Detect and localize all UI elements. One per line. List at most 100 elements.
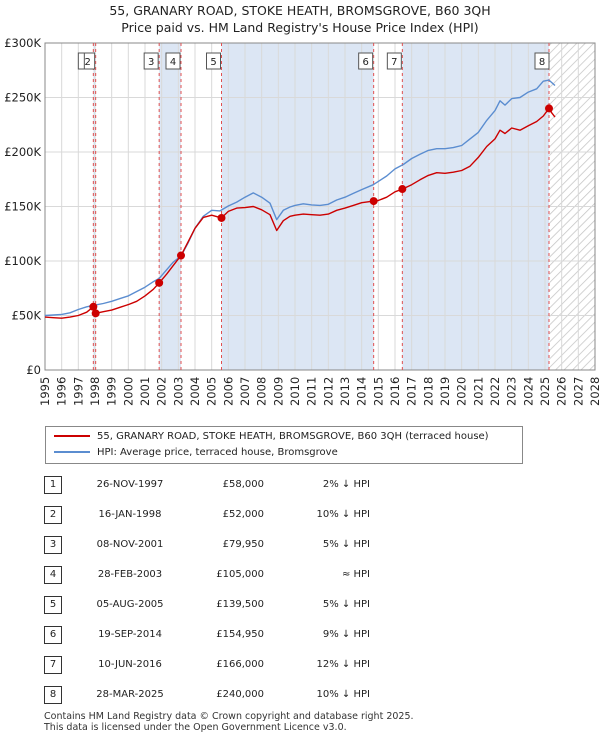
hpi-line (44, 79, 556, 317)
x-tick-label: 2025 (538, 377, 552, 406)
chart-label-box-3 (143, 52, 159, 70)
transaction-number: 5 (44, 596, 62, 614)
chart-label-6: 6 (362, 57, 368, 68)
transaction-price: £139,500 (216, 599, 264, 610)
transaction-date: 28-FEB-2003 (97, 569, 163, 580)
chart-label-box-8 (534, 52, 550, 70)
legend-item-property: 55, GRANARY ROAD, STOKE HEATH, BROMSGROV… (54, 429, 489, 445)
x-tick-label: 1996 (55, 377, 69, 406)
transaction-price: £154,950 (216, 629, 264, 640)
footer-licence: This data is licensed under the Open Gov… (44, 722, 347, 733)
chart-label-7: 7 (391, 57, 397, 68)
x-tick-label: 2011 (305, 377, 319, 406)
x-tick-label: 1999 (105, 377, 119, 406)
y-tick-label: £50K (12, 309, 42, 323)
x-tick-label: 2000 (121, 377, 135, 406)
x-tick-label: 2017 (405, 377, 419, 406)
x-tick-label: 2015 (371, 377, 385, 406)
transaction-date: 26-NOV-1997 (96, 479, 164, 490)
chart-legend: 55, GRANARY ROAD, STOKE HEATH, BROMSGROV… (45, 426, 523, 464)
x-tick-label: 2004 (188, 377, 202, 406)
legend-swatch-hpi (54, 451, 90, 453)
x-tick-label: 1995 (38, 377, 52, 406)
x-tick-label: 2012 (321, 377, 335, 406)
transaction-marker-5 (217, 213, 226, 222)
x-tick-label: 2019 (438, 377, 452, 406)
chart-label-box-6 (358, 52, 374, 70)
transaction-marker-1 (89, 302, 98, 311)
x-tick-label: 2027 (571, 377, 585, 406)
x-tick-label: 2018 (421, 377, 435, 406)
chart-label-box-4 (165, 52, 181, 70)
legend-item-hpi: HPI: Average price, terraced house, Brom… (54, 445, 338, 461)
legend-label-property: 55, GRANARY ROAD, STOKE HEATH, BROMSGROV… (97, 431, 489, 442)
y-tick-label: £200K (4, 145, 41, 159)
transaction-price: £79,950 (222, 539, 264, 550)
transaction-price: £52,000 (222, 509, 264, 520)
y-tick-label: £300K (4, 36, 41, 50)
transaction-price: £105,000 (216, 569, 264, 580)
chart-label-box-5 (206, 52, 221, 70)
x-tick-label: 2023 (505, 377, 519, 406)
transaction-hpi-diff: 10% ↓ HPI (316, 689, 370, 700)
chart-label-2: 2 (84, 57, 90, 68)
transaction-marker-2 (91, 309, 100, 318)
chart-label-3: 3 (148, 57, 154, 68)
chart-title: 55, GRANARY ROAD, STOKE HEATH, BROMSGROV… (109, 3, 491, 18)
transaction-hpi-diff: 5% ↓ HPI (322, 539, 370, 550)
chart-subtitle: Price paid vs. HM Land Registry's House … (121, 20, 479, 35)
x-tick-label: 1998 (88, 377, 102, 406)
transaction-marker-4 (177, 251, 185, 260)
x-tick-label: 2007 (238, 377, 252, 406)
x-tick-label: 2006 (221, 377, 235, 406)
transaction-date: 10-JUN-2016 (98, 659, 162, 670)
transaction-number: 6 (44, 626, 62, 644)
x-tick-label: 2008 (255, 377, 269, 406)
legend-swatch-property (54, 435, 90, 437)
transaction-date: 28-MAR-2025 (96, 689, 164, 700)
chart-label-8: 8 (539, 57, 545, 68)
transaction-date: 16-JAN-1998 (98, 509, 162, 520)
x-tick-label: 2024 (521, 377, 535, 406)
x-tick-label: 2014 (355, 377, 369, 406)
transaction-number: 8 (44, 686, 62, 704)
transaction-number: 4 (44, 566, 62, 584)
transaction-hpi-diff: 5% ↓ HPI (322, 599, 370, 610)
transaction-number: 3 (44, 536, 62, 554)
transaction-number: 1 (44, 476, 62, 494)
x-tick-label: 1997 (71, 377, 85, 406)
y-tick-label: £150K (4, 200, 41, 214)
transaction-number: 7 (44, 656, 62, 674)
y-tick-label: £250K (4, 91, 41, 105)
transaction-marker-3 (155, 278, 164, 287)
transaction-hpi-diff: 2% ↓ HPI (322, 479, 370, 490)
x-tick-label: 2026 (555, 377, 569, 406)
transaction-price: £58,000 (222, 479, 264, 490)
transaction-date: 05-AUG-2005 (96, 599, 164, 610)
chart-title-block: 55, GRANARY ROAD, STOKE HEATH, BROMSGROV… (0, 2, 600, 36)
x-tick-label: 2010 (288, 377, 302, 406)
y-tick-label: £0 (26, 363, 41, 377)
x-tick-label: 2003 (171, 377, 185, 406)
transaction-date: 08-NOV-2001 (96, 539, 164, 550)
x-tick-label: 2021 (471, 377, 485, 406)
x-tick-label: 2020 (455, 377, 469, 406)
x-tick-label: 2002 (155, 377, 169, 406)
transaction-price: £240,000 (216, 689, 264, 700)
x-tick-label: 2022 (488, 377, 502, 406)
transaction-number: 2 (44, 506, 62, 524)
x-tick-label: 2009 (271, 377, 285, 406)
x-tick-label: 2028 (588, 377, 600, 406)
legend-label-hpi: HPI: Average price, terraced house, Brom… (97, 447, 338, 458)
transaction-marker-6 (369, 197, 378, 206)
transaction-hpi-diff: ≈ HPI (341, 569, 370, 580)
transaction-marker-7 (398, 185, 407, 194)
y-tick-label: £100K (4, 254, 41, 268)
transaction-hpi-diff: 10% ↓ HPI (316, 509, 370, 520)
footer-copyright: Contains HM Land Registry data © Crown c… (44, 711, 414, 722)
x-tick-label: 2013 (338, 377, 352, 406)
x-tick-label: 2005 (205, 377, 219, 406)
transaction-marker-8 (545, 104, 553, 113)
property-line (44, 107, 556, 319)
